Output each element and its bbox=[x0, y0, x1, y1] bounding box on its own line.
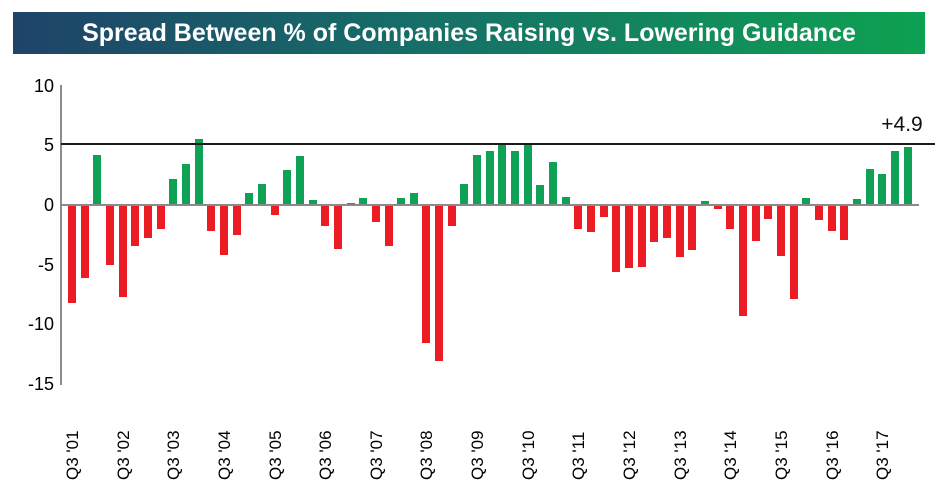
x-tick-label: Q3 '16 bbox=[822, 430, 842, 480]
positive-bar bbox=[701, 201, 709, 205]
x-tick-label: Q3 '13 bbox=[670, 430, 690, 480]
x-tick-label: Q3 '08 bbox=[417, 430, 437, 480]
negative-bar bbox=[599, 205, 608, 217]
positive-bar bbox=[169, 178, 178, 205]
positive-bar bbox=[181, 164, 190, 205]
x-tick-label: Q3 '02 bbox=[113, 430, 133, 480]
last-bar-value-annotation: +4.9 bbox=[881, 113, 923, 136]
negative-bar bbox=[827, 205, 836, 232]
positive-bar bbox=[561, 196, 570, 205]
x-tick-label: Q3 '17 bbox=[873, 430, 893, 480]
negative-bar bbox=[650, 205, 659, 242]
positive-bar bbox=[93, 154, 102, 205]
positive-bar bbox=[802, 197, 811, 205]
y-tick-label: -10 bbox=[27, 314, 54, 335]
negative-bar bbox=[587, 205, 596, 233]
positive-bar bbox=[409, 193, 418, 205]
positive-bar bbox=[511, 151, 520, 205]
zero-line bbox=[61, 204, 919, 206]
x-tick-label: Q3 '05 bbox=[265, 430, 285, 480]
x-tick-label: Q3 '12 bbox=[620, 430, 640, 480]
positive-bar bbox=[903, 146, 912, 205]
negative-bar bbox=[118, 205, 127, 297]
negative-bar bbox=[814, 205, 823, 221]
positive-bar bbox=[890, 151, 899, 205]
x-tick-label: Q3 '06 bbox=[316, 430, 336, 480]
x-tick-label: Q3 '10 bbox=[518, 430, 538, 480]
negative-bar bbox=[156, 205, 165, 229]
x-tick-label: Q3 '11 bbox=[569, 431, 589, 480]
x-tick-label: Q3 '01 bbox=[63, 430, 82, 480]
y-axis-line bbox=[60, 85, 62, 385]
negative-bar bbox=[68, 205, 76, 303]
chart-title: Spread Between % of Companies Raising vs… bbox=[13, 12, 925, 54]
negative-bar bbox=[80, 205, 89, 278]
negative-bar bbox=[713, 205, 722, 209]
y-tick-label: -5 bbox=[37, 254, 54, 275]
y-tick-label: 10 bbox=[33, 75, 54, 96]
negative-bar bbox=[435, 205, 444, 362]
x-tick-label: Q3 '04 bbox=[214, 430, 234, 480]
negative-bar bbox=[371, 205, 380, 222]
negative-bar bbox=[625, 205, 634, 269]
positive-bar bbox=[498, 143, 507, 205]
y-tick-label: 5 bbox=[43, 135, 54, 156]
x-tick-label: Q3 '03 bbox=[164, 430, 184, 480]
negative-bar bbox=[143, 205, 152, 239]
negative-bar bbox=[637, 205, 646, 267]
positive-bar bbox=[346, 202, 355, 205]
positive-bar bbox=[536, 184, 545, 205]
x-tick-label: Q3 '14 bbox=[721, 430, 741, 480]
positive-bar bbox=[283, 170, 292, 205]
negative-bar bbox=[764, 205, 773, 220]
positive-bar bbox=[295, 156, 304, 205]
negative-bar bbox=[422, 205, 431, 344]
positive-bar bbox=[549, 162, 558, 205]
y-tick-label: 0 bbox=[43, 195, 54, 215]
negative-bar bbox=[270, 205, 279, 215]
y-tick-label: -15 bbox=[27, 373, 54, 394]
negative-bar bbox=[574, 205, 583, 229]
x-tick-label: Q3 '15 bbox=[771, 430, 791, 480]
positive-bar bbox=[257, 183, 266, 205]
positive-bar bbox=[878, 174, 887, 205]
positive-bar bbox=[245, 193, 254, 205]
positive-bar bbox=[397, 197, 406, 205]
negative-bar bbox=[789, 205, 798, 300]
negative-bar bbox=[688, 205, 697, 251]
negative-bar bbox=[675, 205, 684, 258]
negative-bar bbox=[131, 205, 140, 246]
negative-bar bbox=[384, 205, 393, 246]
positive-bar bbox=[523, 145, 532, 205]
negative-bar bbox=[726, 205, 735, 229]
negative-bar bbox=[321, 205, 330, 227]
positive-bar bbox=[865, 169, 874, 205]
negative-bar bbox=[105, 205, 114, 265]
positive-bar bbox=[359, 197, 368, 205]
x-tick-label: Q3 '07 bbox=[366, 430, 386, 480]
negative-bar bbox=[333, 205, 342, 250]
negative-bar bbox=[447, 205, 456, 227]
negative-bar bbox=[207, 205, 216, 232]
negative-bar bbox=[612, 205, 621, 272]
x-tick-label: Q3 '09 bbox=[468, 430, 488, 480]
positive-bar bbox=[485, 151, 494, 205]
positive-bar bbox=[473, 154, 482, 205]
negative-bar bbox=[738, 205, 747, 316]
negative-bar bbox=[219, 205, 228, 256]
negative-bar bbox=[663, 205, 672, 239]
positive-bar bbox=[852, 199, 861, 205]
positive-bar bbox=[194, 139, 203, 205]
negative-bar bbox=[776, 205, 785, 257]
negative-bar bbox=[840, 205, 849, 240]
negative-bar bbox=[232, 205, 241, 235]
reference-line-plus5 bbox=[61, 143, 935, 145]
positive-bar bbox=[460, 183, 469, 205]
negative-bar bbox=[751, 205, 760, 241]
positive-bar bbox=[308, 200, 317, 205]
